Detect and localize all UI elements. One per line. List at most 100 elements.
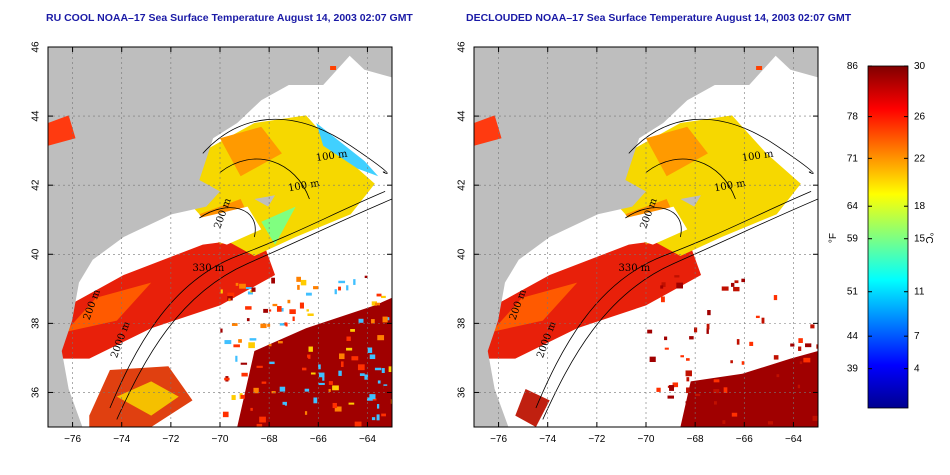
cape-cod-land	[254, 195, 276, 207]
sst-pixel	[685, 370, 692, 377]
lat-tick-label: 44	[457, 110, 468, 122]
coastline-land	[474, 47, 784, 427]
sst-pixel	[338, 286, 341, 291]
sst-pixel	[328, 388, 331, 392]
sst-pixel	[366, 397, 373, 401]
sst-pixel	[313, 397, 318, 404]
sst-pixel	[377, 335, 385, 341]
sst-pixel	[368, 365, 371, 371]
sst-pixel	[256, 365, 263, 368]
sst-pixel	[674, 275, 680, 278]
sst-pixel	[647, 329, 653, 334]
depth-contour	[219, 158, 310, 200]
sst-pixel	[387, 384, 392, 387]
sst-pixel	[799, 361, 803, 365]
inland-lake-sst	[474, 115, 502, 146]
sst-pixel	[310, 372, 316, 375]
colorbar-c-label: 18	[914, 201, 926, 212]
sst-pixel	[798, 338, 803, 343]
southern-warm-patch	[515, 389, 550, 427]
coastline-land	[48, 47, 358, 427]
colorbar-c-label: 30	[914, 61, 926, 72]
sst-pixel	[307, 313, 314, 316]
colorbar-f-label: 78	[847, 112, 859, 123]
sst-pixel	[245, 287, 253, 290]
lat-tick-label: 40	[457, 248, 468, 260]
sst-pixel	[364, 275, 368, 279]
sst-pixel	[369, 354, 376, 360]
cloud-gap	[199, 206, 262, 245]
sst-pixel	[253, 396, 258, 402]
sst-pixel	[238, 339, 242, 343]
sst-pixel	[808, 396, 813, 400]
sst-pixel	[656, 387, 661, 392]
sst-pixel	[267, 323, 271, 327]
lon-tick-label: −74	[113, 434, 130, 445]
sst-pixel	[357, 364, 365, 371]
sst-pixel	[252, 369, 256, 375]
sst-pixel	[660, 285, 664, 289]
sst-pixel	[276, 306, 282, 312]
lon-tick-label: −76	[490, 434, 507, 445]
sst-pixel	[730, 360, 733, 364]
colorbar-f-label: 59	[847, 234, 859, 245]
sst-pixel	[685, 401, 689, 404]
sst-pixel	[707, 310, 711, 316]
sst-pixel	[318, 372, 325, 378]
sst-pixel	[256, 423, 263, 427]
lat-tick-label: 44	[31, 110, 42, 122]
colorbar-c-label: 4	[914, 364, 920, 375]
sst-pixel	[282, 404, 285, 408]
sst-pixel	[376, 414, 380, 421]
lat-tick-label: 42	[457, 179, 468, 191]
sst-pixel	[661, 282, 666, 287]
depth-contour	[109, 191, 386, 409]
sst-pixel	[686, 377, 690, 382]
sst-pixel	[253, 387, 259, 394]
sst-pixel	[305, 357, 309, 361]
colorbar-c-label: 22	[914, 153, 926, 164]
sst-pixel	[359, 373, 365, 376]
sst-pixel	[734, 280, 739, 284]
colorbar-c-label: 15	[914, 234, 926, 245]
colorbar-f-label: 51	[847, 287, 859, 298]
sst-pixel	[329, 413, 337, 416]
sst-pixel	[694, 393, 701, 397]
sst-pixel	[693, 327, 698, 333]
sst-pixel	[320, 358, 326, 363]
shelf-warm-water	[58, 237, 276, 359]
sst-pixel	[680, 355, 684, 358]
sst-pixel	[259, 416, 266, 423]
sst-pixel	[322, 417, 328, 421]
sst-pixel	[388, 366, 392, 373]
sst-pixel	[797, 384, 801, 389]
sst-pixel	[741, 278, 745, 283]
contour-label: 100 m	[741, 149, 774, 164]
sst-pixel	[773, 295, 778, 301]
celsius-unit: °C	[923, 232, 934, 243]
sst-pixel	[271, 277, 275, 284]
depth-contour	[628, 118, 814, 174]
colorbar-f-label: 44	[847, 331, 859, 342]
lon-tick-label: −68	[687, 434, 704, 445]
sst-pixel	[220, 328, 223, 333]
sst-pixel	[292, 316, 295, 322]
sst-pixel	[289, 409, 293, 414]
lat-tick-label: 36	[457, 386, 468, 398]
sst-pixel	[290, 375, 294, 381]
sst-pixel	[730, 282, 735, 287]
sst-pixel	[733, 286, 740, 292]
sst-pixel	[689, 336, 694, 340]
right-map-title: DECLOUDED NOAA–17 Sea Surface Temperatur…	[466, 12, 852, 24]
sst-pixel	[272, 303, 278, 307]
sst-pixel	[381, 368, 385, 373]
sst-pixel	[242, 406, 248, 411]
sst-pixel	[686, 387, 690, 394]
sst-pixel	[781, 382, 786, 387]
sst-pixel	[375, 302, 380, 306]
sst-pixel	[358, 318, 364, 323]
lon-tick-label: −64	[785, 434, 802, 445]
sst-pixel	[723, 387, 728, 394]
